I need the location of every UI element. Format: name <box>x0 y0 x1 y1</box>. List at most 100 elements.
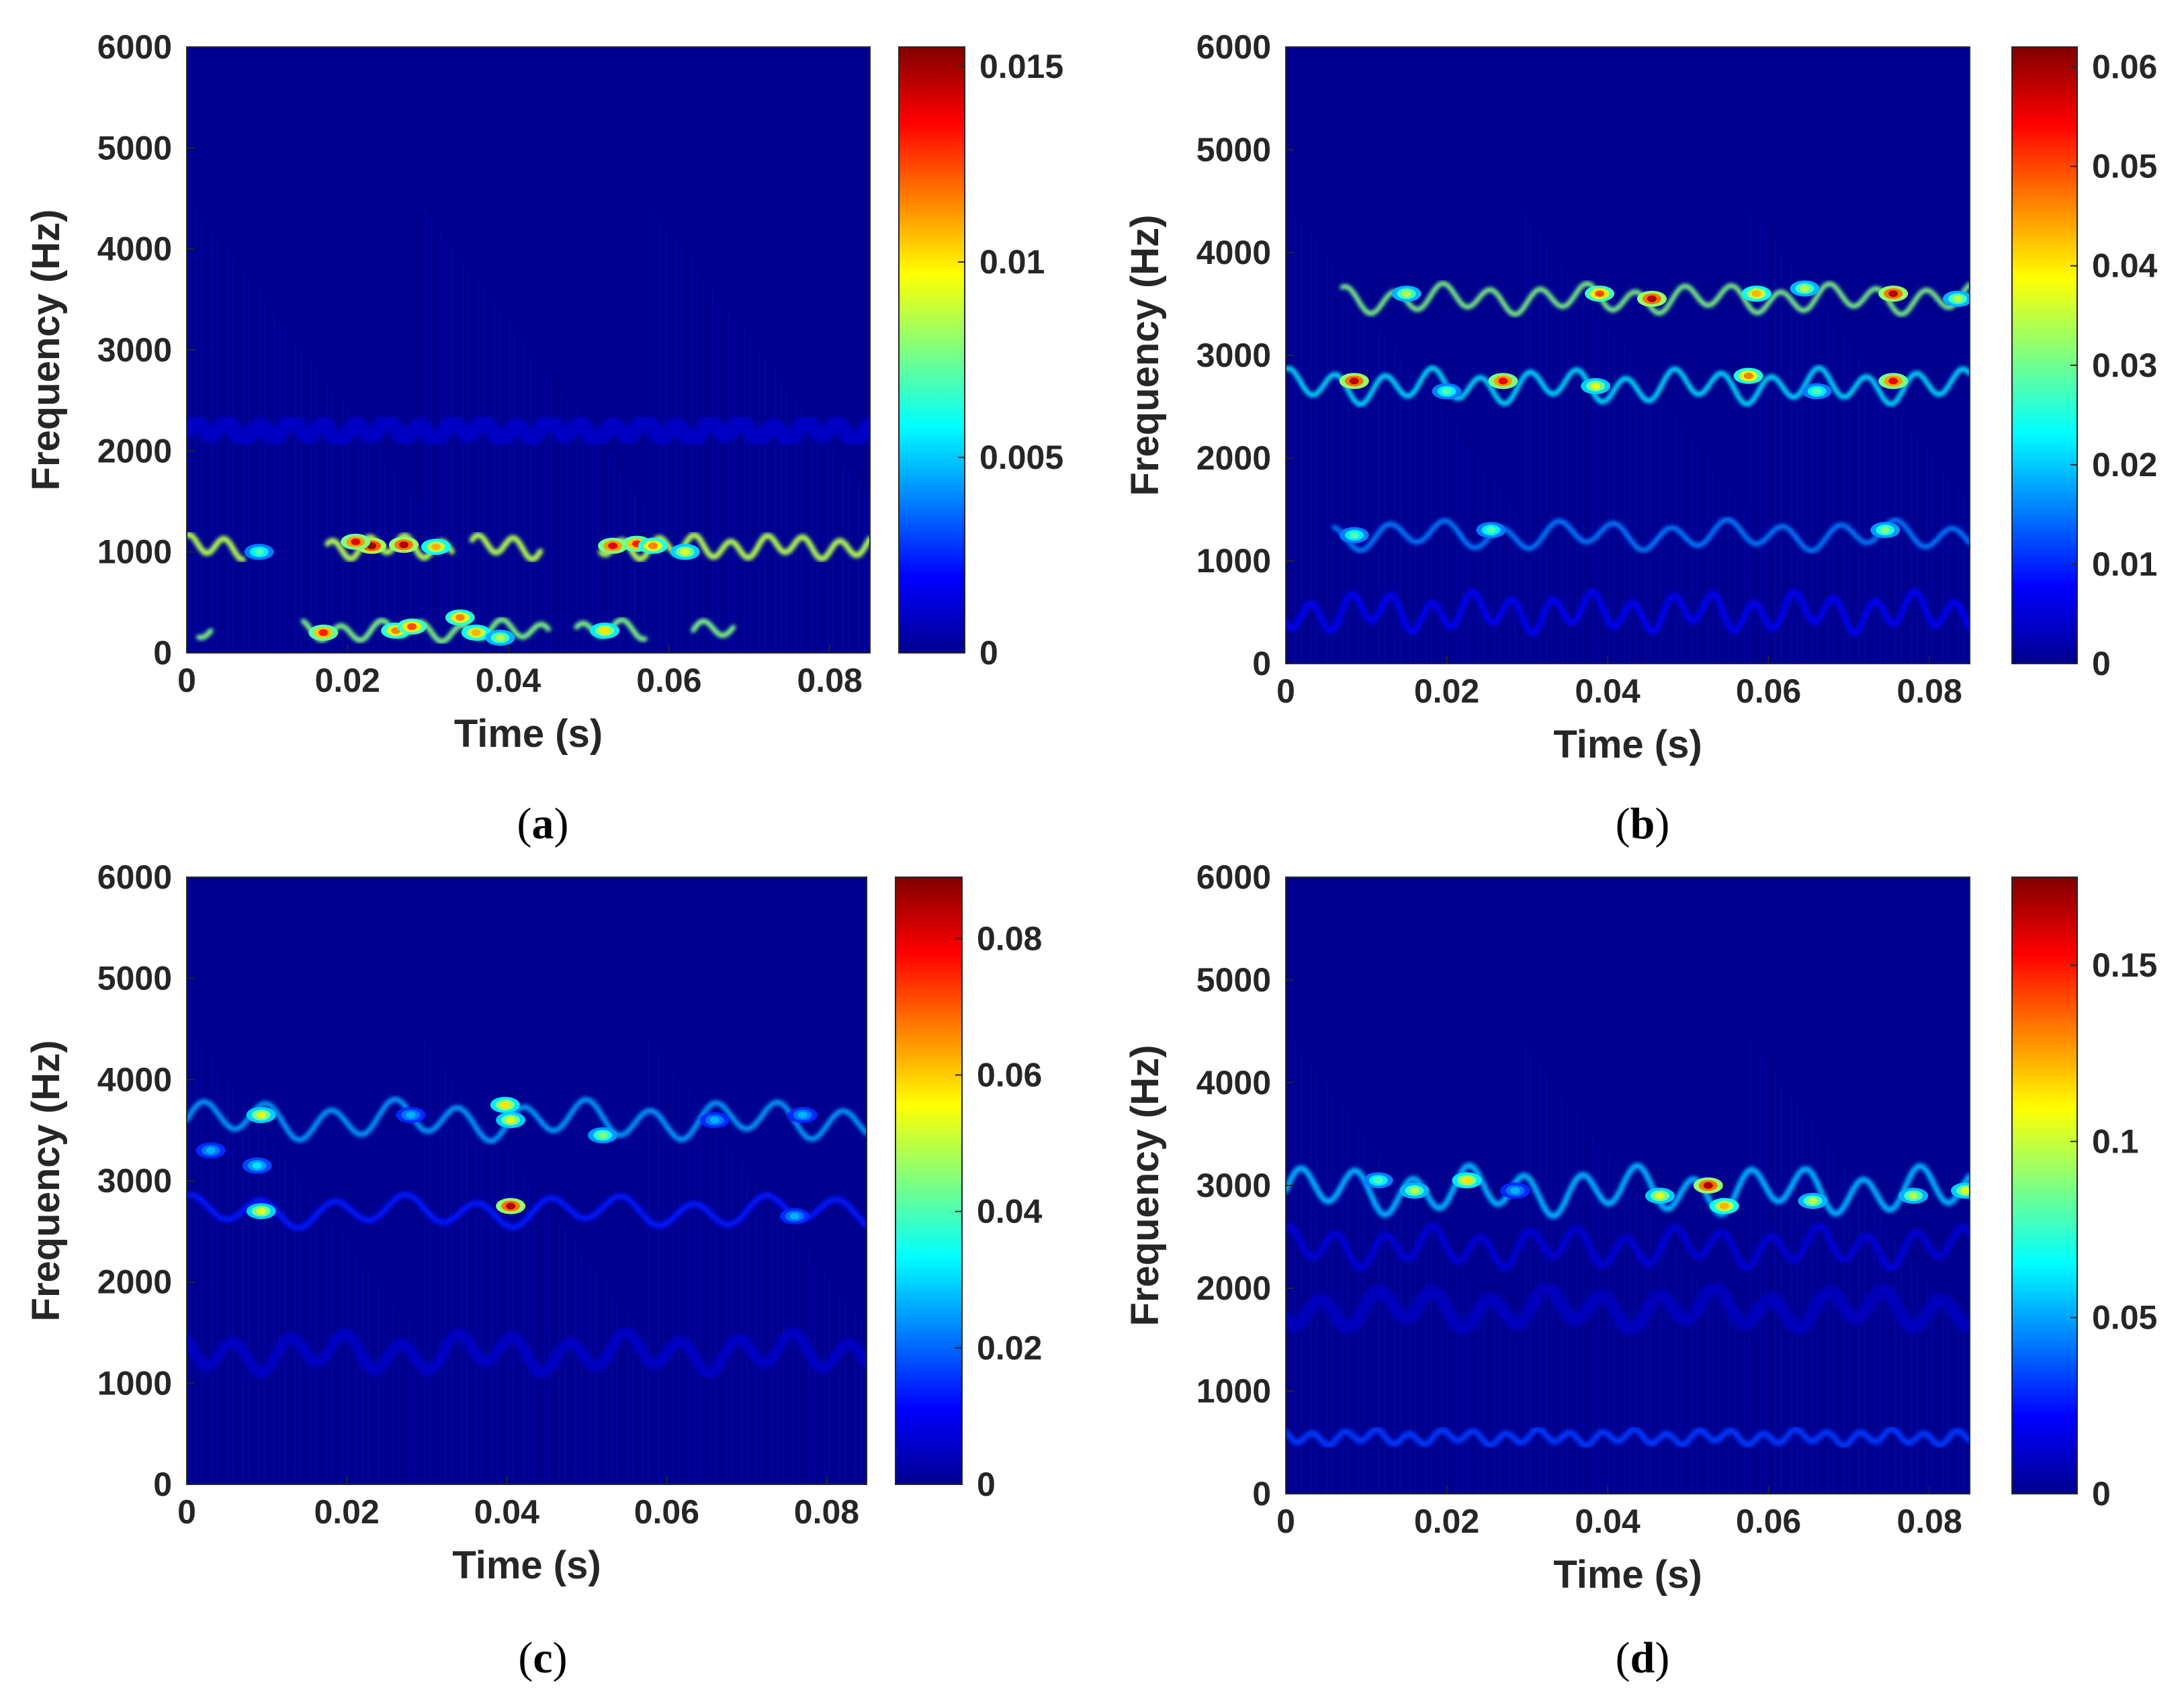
y-tick-label: 6000 <box>97 858 172 896</box>
hotspot-peak <box>1349 531 1359 539</box>
y-tick-label: 4000 <box>97 1061 172 1098</box>
caption-letter: d <box>1630 1633 1655 1683</box>
noise-streaks <box>187 1039 862 1484</box>
x-tick-label: 0 <box>1276 672 1295 710</box>
spectrogram-area <box>1286 211 1970 664</box>
y-axis-label: Frequency (Hz) <box>1123 215 1167 496</box>
y-tick-label: 3000 <box>97 1162 172 1200</box>
hotspot-peak <box>506 1116 516 1124</box>
y-axis: 0 1000 2000 3000 4000 5000 6000 Frequency (Hz) <box>24 858 195 1503</box>
hotspot-peak <box>1812 388 1822 395</box>
panel-d: 0 0.02 0.04 0.06 0.08 Time (s) 0 1000 2000 3000 40… <box>1123 858 2157 1683</box>
y-tick-label: 5000 <box>1196 131 1271 169</box>
frequency-band <box>1286 1222 1970 1271</box>
hotspot-peak <box>431 543 441 551</box>
hotspot-peak <box>1595 290 1605 298</box>
band-ridge <box>691 618 736 638</box>
band-ridge <box>187 1192 867 1231</box>
band-ridge <box>1286 365 1970 407</box>
hotspot-peak <box>1743 372 1753 379</box>
y-tick-label: 6000 <box>1196 28 1271 66</box>
x-tick-label: 0.06 <box>1736 1503 1801 1540</box>
hotspot-peak <box>455 614 465 621</box>
x-axis: 0 0.02 0.04 0.06 0.08 Time (s) <box>177 1476 859 1587</box>
hotspot-peak <box>1808 1197 1818 1204</box>
x-tick-label: 0.04 <box>1575 1503 1641 1540</box>
hotspot-peak <box>1880 527 1890 534</box>
hotspot-peak <box>495 634 505 641</box>
colorbar-tick-label: 0.06 <box>977 1057 1042 1094</box>
frequency-band <box>1286 1281 1970 1337</box>
band-ridge <box>1286 1281 1970 1337</box>
hotspot-peak <box>1349 377 1359 385</box>
band-ridge <box>187 412 870 450</box>
colorbar-gradient <box>2011 877 2078 1494</box>
panel-b: 0 0.02 0.04 0.06 0.08 Time (s) 0 1000 2000 3000 40… <box>1123 28 2158 848</box>
colorbar-tick-label: 0.08 <box>977 920 1042 957</box>
caption-close: ) <box>553 1633 568 1683</box>
x-axis-label: Time (s) <box>1553 1553 1702 1597</box>
colorbar-tick-label: 0 <box>2092 1475 2111 1513</box>
caption-open: ( <box>1616 799 1630 848</box>
frequency-band <box>1286 365 1970 407</box>
band-ridge <box>1286 588 1970 637</box>
x-tick-label: 0.04 <box>476 662 541 699</box>
y-axis-label: Frequency (Hz) <box>24 1040 68 1322</box>
panel-caption: (c) <box>518 1633 567 1683</box>
caption-open: ( <box>1616 1633 1630 1683</box>
hotspot-peak <box>471 629 481 636</box>
y-tick-label: 3000 <box>1196 1167 1271 1204</box>
spectrogram-area <box>187 208 870 653</box>
hotspot-peak <box>1888 290 1898 298</box>
y-tick-label: 3000 <box>1196 337 1271 374</box>
y-tick-label: 0 <box>1252 1475 1271 1513</box>
hotspot-peak <box>709 1116 719 1124</box>
frequency-band <box>187 1192 867 1231</box>
x-tick-label: 0.06 <box>1736 672 1801 710</box>
hotspot-peak <box>608 542 618 549</box>
colorbar-tick-label: 0 <box>2092 645 2111 682</box>
hotspots <box>1339 280 1970 543</box>
colorbar-tick-label: 0.05 <box>2092 148 2157 185</box>
spectrogram-area <box>187 1039 867 1484</box>
x-tick-label: 0.08 <box>1896 672 1962 710</box>
colorbar-tick-label: 0 <box>977 1466 996 1503</box>
x-axis-label: Time (s) <box>452 1543 601 1587</box>
hotspot-peak <box>1751 290 1761 298</box>
x-axis-label: Time (s) <box>454 712 603 756</box>
spectrogram-area <box>1286 1041 1970 1494</box>
y-tick-label: 5000 <box>1196 961 1271 999</box>
x-tick-label: 0.04 <box>1575 672 1641 710</box>
band-ridge <box>469 532 543 562</box>
hotspot-peak <box>351 538 361 545</box>
panel-caption: (b) <box>1616 799 1670 848</box>
frequency-band <box>1286 1162 1970 1219</box>
hotspot-peak <box>1888 377 1898 385</box>
hotspot-peak <box>1961 1187 1970 1194</box>
y-tick-label: 3000 <box>97 331 172 369</box>
hotspot-peak <box>1647 295 1657 302</box>
y-tick-label: 1000 <box>97 1364 172 1402</box>
frequency-band <box>1286 1425 1970 1449</box>
x-tick-label: 0 <box>177 662 196 699</box>
hotspot-peak <box>648 542 658 549</box>
panel-a: 0 0.02 0.04 0.06 0.08 Time (s) 0 1000 2000 3000 40… <box>24 28 1063 848</box>
x-tick-label: 0.02 <box>314 1493 379 1531</box>
hotspot-peak <box>318 629 329 636</box>
colorbar-tick-label: 0 <box>979 634 998 672</box>
x-axis: 0 0.02 0.04 0.06 0.08 Time (s) <box>177 645 863 756</box>
y-tick-label: 5000 <box>97 960 172 997</box>
y-tick-label: 2000 <box>1196 439 1271 477</box>
y-tick-label: 4000 <box>1196 1064 1271 1102</box>
band-ridge <box>187 1096 867 1144</box>
x-tick-label: 0.06 <box>634 1493 699 1531</box>
hotspot-peak <box>500 1102 510 1108</box>
hotspot-peak <box>406 1112 416 1119</box>
colorbar-gradient <box>898 46 965 654</box>
x-axis-label: Time (s) <box>1553 723 1702 766</box>
colorbar-gradient <box>895 877 963 1485</box>
hotspot-peak <box>399 541 409 549</box>
x-tick-label: 0.02 <box>1414 672 1479 710</box>
y-tick-label: 4000 <box>97 230 172 268</box>
